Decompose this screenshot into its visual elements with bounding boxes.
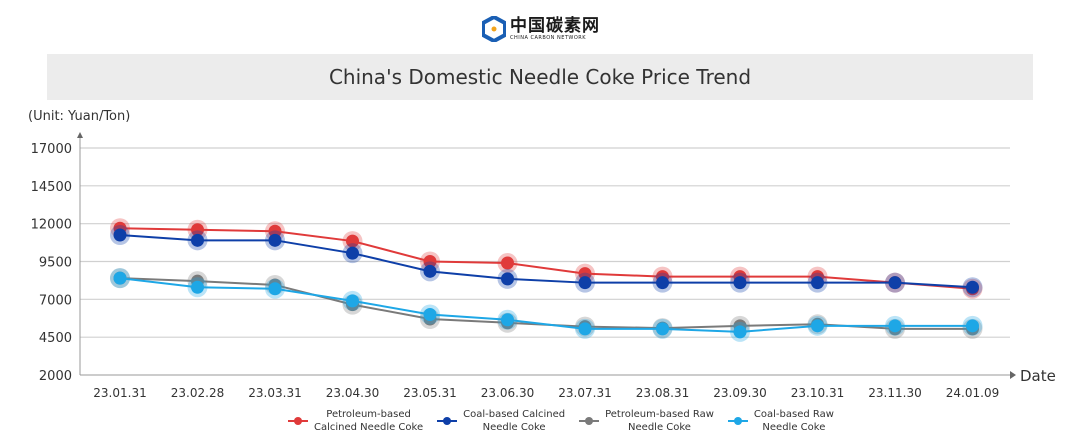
legend-label-line2: Needle Coke: [762, 422, 826, 433]
x-tick-label: 23.08.31: [636, 386, 689, 400]
x-tick-label: 24.01.09: [946, 386, 999, 400]
x-tick-label: 23.07.31: [558, 386, 611, 400]
x-tick-label: 23.05.31: [403, 386, 456, 400]
x-tick-label: 23.02.28: [171, 386, 224, 400]
data-point: [656, 322, 669, 336]
data-point: [501, 313, 514, 327]
legend-label-line2: Needle Coke: [482, 422, 546, 433]
legend-marker-icon: [579, 417, 600, 425]
data-point: [423, 255, 437, 268]
data-point: [268, 282, 282, 296]
x-tick-label: 23.10.31: [791, 386, 844, 400]
data-point: [733, 325, 747, 339]
data-point: [113, 228, 127, 242]
data-point: [268, 233, 282, 247]
legend: Petroleum-based Calcined Needle Coke Coal-…: [288, 408, 834, 434]
x-axis-label: Date: [1020, 367, 1056, 385]
data-point: [191, 223, 204, 237]
x-axis-arrow-icon: [1010, 371, 1016, 379]
data-point: [423, 264, 437, 278]
x-tick-label: 23.03.31: [248, 386, 301, 400]
legend-label-line1: Petroleum-based Raw: [605, 409, 714, 420]
y-tick-label: 12000: [31, 218, 72, 233]
series-line: [119, 277, 973, 330]
logo-text-en: CHINA CARBON NETWORK: [510, 34, 587, 41]
data-point: [811, 319, 824, 333]
logo: 中国碳素网 CHINA CARBON NETWORK: [482, 16, 600, 42]
y-tick-label: 7000: [39, 293, 72, 308]
data-point: [966, 280, 979, 294]
data-point: [191, 280, 204, 294]
data-point: [268, 224, 282, 238]
data-point: [423, 307, 437, 321]
legend-marker-icon: [727, 417, 748, 425]
legend-label-line1: Coal-based Raw: [753, 409, 834, 420]
x-tick-label: 23.06.30: [481, 386, 534, 400]
logo-icon: [482, 16, 506, 42]
data-point: [191, 233, 204, 247]
legend-marker-icon: [437, 417, 458, 425]
data-point: [888, 319, 902, 333]
data-point: [578, 267, 592, 281]
legend-label-line1: Petroleum-based: [326, 409, 411, 420]
legend-label-line2: Calcined Needle Coke: [314, 422, 424, 433]
y-tick-label: 2000: [39, 369, 72, 384]
series-line: [119, 277, 973, 333]
legend-item[interactable]: Petroleum-based Calcined Needle Coke: [288, 408, 423, 434]
y-axis-label: (Unit: Yuan/Ton): [28, 109, 131, 124]
data-point: [501, 256, 514, 270]
series-line: [119, 234, 973, 289]
legend-item[interactable]: Petroleum-based Raw Needle Coke: [579, 408, 714, 434]
data-point: [578, 322, 592, 336]
data-point: [113, 271, 127, 285]
series-line: [119, 227, 973, 290]
data-point: [501, 272, 514, 286]
data-point: [733, 276, 747, 290]
x-tick-label: 23.09.30: [713, 386, 766, 400]
data-point: [811, 276, 824, 290]
data-point: [346, 246, 359, 260]
y-tick-label: 14500: [31, 180, 72, 195]
data-point: [888, 276, 902, 290]
data-point: [656, 276, 669, 290]
y-tick-label: 4500: [39, 331, 72, 346]
y-tick-label: 9500: [39, 256, 72, 271]
chart-title: China's Domestic Needle Coke Price Trend: [47, 54, 1033, 100]
legend-item[interactable]: Coal-based Calcined Needle Coke: [437, 408, 565, 434]
legend-item[interactable]: Coal-based Raw Needle Coke: [727, 408, 834, 434]
y-axis-arrow-icon: [77, 132, 83, 138]
legend-label-line1: Coal-based Calcined: [463, 409, 566, 420]
x-tick-label: 23.04.30: [326, 386, 379, 400]
data-point: [966, 319, 979, 333]
legend-label-line2: Needle Coke: [628, 422, 691, 433]
x-tick-label: 23.01.31: [93, 386, 146, 400]
x-tick-label: 23.11.30: [868, 386, 921, 400]
legend-marker-icon: [288, 417, 308, 425]
logo-text-cn: 中国碳素网: [510, 15, 600, 36]
y-tick-label: 17000: [31, 142, 72, 157]
data-point: [578, 276, 592, 290]
data-point: [346, 234, 359, 248]
data-point: [346, 294, 359, 308]
